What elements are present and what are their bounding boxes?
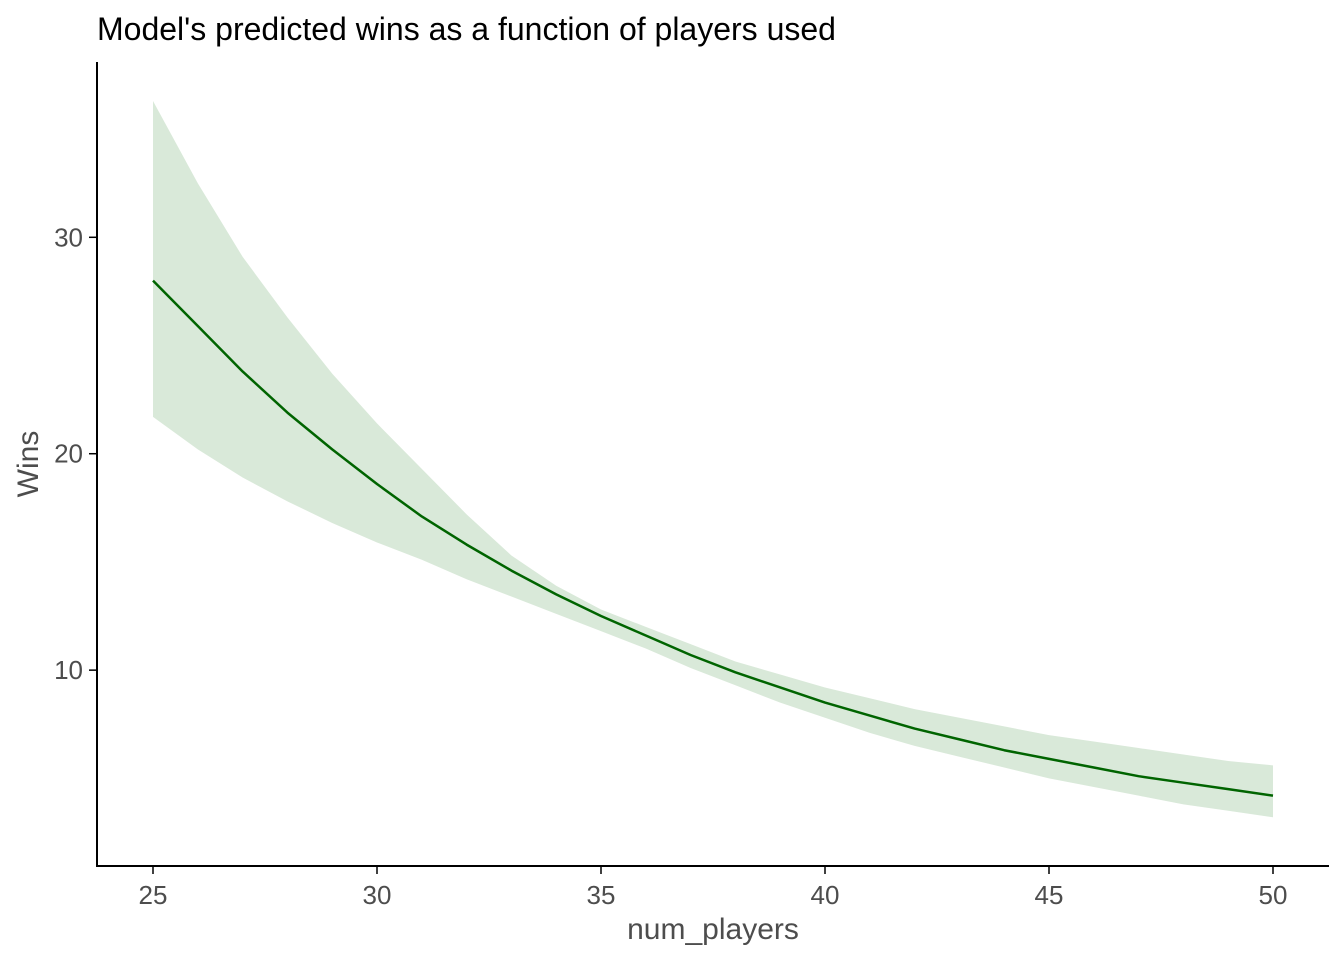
y-ticks: 10 20 30 bbox=[54, 222, 97, 685]
x-tick-label: 40 bbox=[811, 880, 840, 910]
plot-area bbox=[152, 100, 1274, 818]
y-tick-label: 30 bbox=[54, 222, 83, 252]
axes bbox=[96, 62, 1329, 867]
x-tick-label: 25 bbox=[139, 880, 168, 910]
x-axis-title: num_players bbox=[627, 913, 799, 946]
y-tick-label: 20 bbox=[54, 439, 83, 469]
x-ticks: 25 30 35 40 45 50 bbox=[139, 866, 1288, 910]
chart-title: Model's predicted wins as a function of … bbox=[97, 11, 836, 47]
y-tick-label: 10 bbox=[54, 655, 83, 685]
x-tick-label: 30 bbox=[363, 880, 392, 910]
confidence-band bbox=[153, 100, 1273, 818]
x-tick-label: 35 bbox=[587, 880, 616, 910]
prediction-line bbox=[152, 279, 1274, 797]
x-tick-label: 50 bbox=[1259, 880, 1288, 910]
x-tick-label: 45 bbox=[1035, 880, 1064, 910]
y-axis-title: Wins bbox=[12, 431, 45, 498]
